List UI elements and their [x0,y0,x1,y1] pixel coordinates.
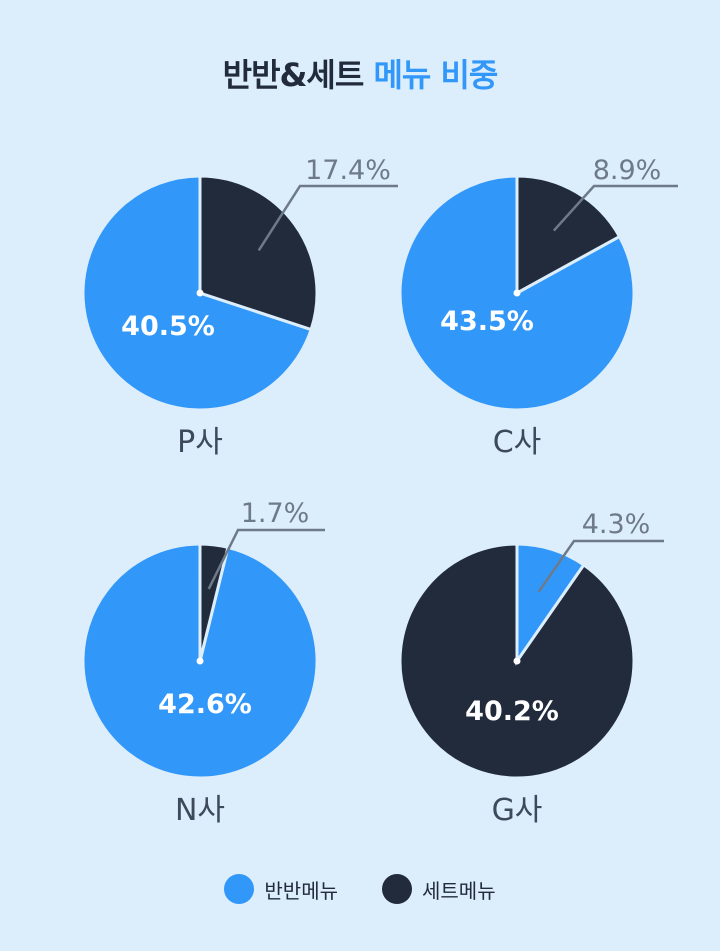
pie-3-center-dot [513,657,521,665]
pie-2-callout-line [207,528,325,590]
pie-0-slice-set-menu [198,174,319,332]
pie-1-callout-line [552,184,678,232]
pie-0-callout-label: 17.4% [305,155,391,186]
pie-0-center-dot [196,289,204,297]
legend-item-set-menu: 세트메뉴 [382,874,496,904]
pie-3-slice-half-menu [515,542,586,666]
legend: 반반메뉴 세트메뉴 [0,874,720,904]
pie-3-inner-label: 40.2% [465,696,559,727]
pie-2-inner-label: 42.6% [158,689,252,720]
pie-3-callout-line [537,539,664,593]
title-part1: 반반&세트 [222,56,365,94]
pie-0-title: P사 [177,425,223,460]
pie-2-slice-set-menu [198,542,230,662]
legend-label-half-menu: 반반메뉴 [264,878,338,903]
pie-0-inner-label: 40.5% [121,311,215,342]
pie-1-callout-label: 8.9% [593,155,662,186]
pie-2-callout-label: 1.7% [241,498,310,529]
pie-1-inner-label: 43.5% [440,306,534,337]
pie-2-center-dot [196,657,204,665]
pie-3-title: G사 [492,793,543,828]
pie-1-title: C사 [493,425,542,460]
legend-swatch-half-menu [224,874,255,904]
chart-title: 반반&세트 메뉴 비중 [0,50,720,96]
pie-0-callout-line [257,184,398,252]
pie-3-callout-label: 4.3% [582,509,651,540]
legend-swatch-set-menu [382,874,412,904]
pie-2-title: N사 [175,793,225,828]
title-part2: 메뉴 비중 [373,56,498,94]
legend-label-set-menu: 세트메뉴 [422,878,496,903]
pie-1-center-dot [513,289,521,297]
legend-item-half-menu: 반반메뉴 [224,874,338,904]
pie-1-slice-set-menu [515,174,622,296]
